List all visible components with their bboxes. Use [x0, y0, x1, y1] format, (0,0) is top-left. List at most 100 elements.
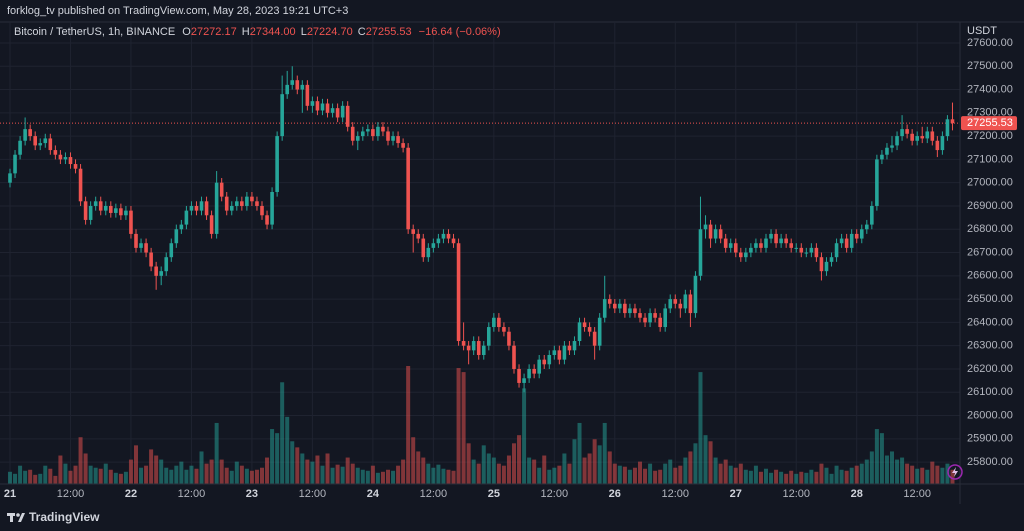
candle-body [154, 266, 158, 276]
ohlc-key: O [182, 26, 191, 38]
candle-body [58, 154, 63, 160]
ohlc-key: L [301, 26, 307, 38]
volume-bar [340, 466, 345, 484]
candle-body [920, 136, 925, 139]
volume-bar [849, 467, 854, 484]
volume-bar [557, 465, 562, 484]
candle-body [829, 257, 834, 262]
volume-bar [471, 459, 476, 484]
volume-bar [244, 468, 249, 484]
volume-bar [884, 455, 889, 484]
volume-bar [118, 473, 123, 484]
candle-body [255, 201, 259, 206]
candle-body [295, 80, 300, 90]
x-tick-label: 26 [609, 488, 621, 500]
candle-body [678, 303, 683, 309]
candle-body [739, 252, 743, 258]
candle-body [194, 205, 199, 211]
volume-bar [456, 368, 461, 484]
volume-bar [547, 469, 552, 484]
candle-body [199, 201, 204, 211]
candle-body [63, 157, 68, 160]
candle-body [870, 205, 874, 225]
y-tick-label: 27100.00 [967, 153, 1013, 165]
candle-layer [8, 66, 955, 393]
candle-body [512, 345, 516, 369]
candle-body [38, 143, 43, 146]
x-tick-label: 12:00 [903, 488, 931, 500]
volume-bar [950, 469, 955, 484]
volume-bar [708, 441, 713, 484]
x-tick-label: 21 [4, 488, 16, 500]
x-tick-label: 22 [125, 488, 137, 500]
volume-bar [391, 470, 396, 484]
candle-body [557, 350, 562, 360]
candle-body [376, 126, 380, 137]
volume-bar [678, 465, 683, 484]
candle-body [658, 317, 662, 328]
candle-body [703, 224, 708, 230]
candle-body [421, 238, 426, 258]
volume-bar [733, 467, 738, 484]
y-tick-label: 26500.00 [967, 293, 1013, 305]
volume-bar [527, 457, 532, 484]
candle-body [149, 252, 153, 267]
y-tick-label: 27500.00 [967, 60, 1013, 72]
candle-body [552, 350, 557, 355]
candle-body [164, 257, 169, 272]
volume-bar [748, 470, 753, 484]
volume-bar [562, 453, 567, 484]
volume-bar [199, 451, 204, 484]
volume-bar [13, 473, 18, 484]
candle-body [814, 247, 819, 258]
volume-bar [587, 453, 592, 484]
candle-body [628, 308, 632, 314]
candle-body [648, 313, 652, 323]
volume-bar [895, 459, 900, 484]
volume-bar [290, 441, 295, 484]
last-price-label: 27255.53 [967, 117, 1013, 129]
candle-body [759, 243, 763, 248]
volume-bar [78, 437, 83, 484]
candle-body [769, 233, 773, 239]
volume-bar [935, 465, 940, 484]
candle-body [350, 126, 355, 141]
volume-bar [43, 465, 48, 484]
candle-body [728, 243, 733, 248]
volume-bar [804, 472, 809, 484]
volume-bar [839, 469, 844, 484]
y-tick-label: 27300.00 [967, 107, 1013, 119]
candle-body [8, 173, 12, 183]
y-tick-label: 25800.00 [967, 456, 1013, 468]
candle-body [859, 229, 864, 239]
volume-bar [522, 388, 527, 484]
volume-bar [698, 372, 703, 484]
candle-body [466, 345, 471, 351]
volume-bar [607, 451, 612, 484]
candle-body [804, 252, 809, 254]
volume-bar [627, 469, 632, 484]
volume-bar [431, 467, 436, 484]
candle-body [436, 238, 441, 244]
candle-body [265, 215, 269, 225]
candle-body [819, 257, 824, 272]
volume-bar [275, 433, 280, 484]
candle-body [592, 331, 597, 346]
volume-bar [890, 451, 894, 484]
candle-body [250, 196, 254, 202]
volume-bar [461, 372, 466, 484]
alert-icon[interactable] [947, 464, 963, 480]
y-tick-label: 26200.00 [967, 363, 1013, 375]
candle-body [497, 317, 501, 328]
volume-bar [234, 461, 239, 484]
candle-body [214, 182, 219, 234]
volume-bar [98, 468, 103, 484]
volume-bar [134, 445, 138, 484]
candle-body [335, 108, 340, 118]
volume-bar [18, 465, 23, 484]
volume-bar [910, 465, 915, 484]
candle-body [733, 243, 738, 253]
volume-bar [874, 429, 879, 484]
volume-bar [189, 465, 194, 484]
